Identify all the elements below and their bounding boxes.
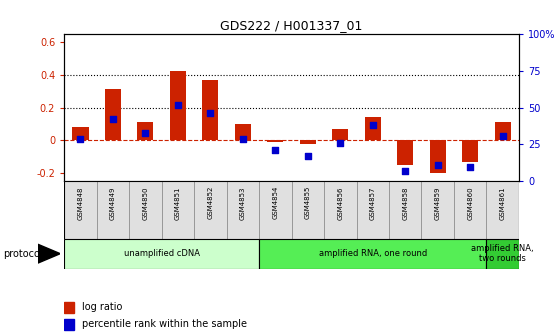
Point	[174, 102, 182, 107]
Bar	[235, 124, 251, 140]
Bar	[194, 181, 227, 239]
Bar	[430, 140, 446, 173]
Bar	[267, 140, 283, 142]
Text: GSM4859: GSM4859	[435, 186, 441, 219]
Text: percentile rank within the sample: percentile rank within the sample	[81, 319, 247, 329]
Bar	[291, 181, 324, 239]
Point	[76, 136, 85, 141]
Bar	[64, 239, 259, 269]
Text: amplified RNA, one round: amplified RNA, one round	[319, 249, 427, 258]
Bar	[129, 181, 162, 239]
Bar	[64, 319, 74, 330]
Bar	[64, 302, 74, 313]
Bar	[357, 181, 389, 239]
Bar	[324, 181, 357, 239]
Point	[141, 130, 150, 135]
Polygon shape	[38, 244, 60, 263]
Text: GSM4852: GSM4852	[208, 186, 213, 219]
Point	[466, 164, 475, 169]
Text: GSM4860: GSM4860	[467, 186, 473, 220]
Bar	[64, 181, 97, 239]
Point	[401, 168, 410, 174]
Bar	[421, 181, 454, 239]
Title: GDS222 / H001337_01: GDS222 / H001337_01	[220, 19, 363, 33]
Text: log ratio: log ratio	[81, 302, 122, 312]
Text: GSM4857: GSM4857	[370, 186, 376, 219]
Text: unamplified cDNA: unamplified cDNA	[124, 249, 200, 258]
Bar	[170, 71, 186, 140]
Text: amplified RNA,
two rounds: amplified RNA, two rounds	[472, 244, 534, 263]
Bar	[364, 117, 381, 140]
Point	[368, 123, 377, 128]
Bar	[73, 127, 89, 140]
Bar	[259, 181, 291, 239]
Text: GSM4848: GSM4848	[78, 186, 83, 219]
Bar	[259, 239, 487, 269]
Bar	[332, 129, 348, 140]
Text: GSM4854: GSM4854	[272, 186, 278, 219]
Text: GSM4850: GSM4850	[142, 186, 148, 219]
Point	[238, 136, 247, 141]
Text: GSM4853: GSM4853	[240, 186, 246, 219]
Bar	[462, 140, 478, 162]
Text: GSM4856: GSM4856	[337, 186, 343, 219]
Point	[498, 133, 507, 138]
Text: GSM4855: GSM4855	[305, 186, 311, 219]
Bar	[487, 181, 519, 239]
Text: GSM4849: GSM4849	[110, 186, 116, 219]
Bar	[487, 239, 519, 269]
Bar	[162, 181, 194, 239]
Bar	[389, 181, 421, 239]
Bar	[454, 181, 487, 239]
Bar	[300, 140, 316, 144]
Bar	[137, 122, 153, 140]
Point	[206, 111, 215, 116]
Text: protocol: protocol	[3, 249, 42, 259]
Point	[433, 163, 442, 168]
Text: GSM4851: GSM4851	[175, 186, 181, 219]
Point	[271, 148, 280, 153]
Point	[336, 140, 345, 146]
Text: GSM4858: GSM4858	[402, 186, 408, 219]
Bar	[105, 89, 121, 140]
Text: GSM4861: GSM4861	[500, 186, 506, 220]
Bar	[227, 181, 259, 239]
Point	[304, 154, 312, 159]
Bar	[202, 80, 219, 140]
Bar	[397, 140, 413, 165]
Point	[108, 117, 117, 122]
Bar	[97, 181, 129, 239]
Bar	[494, 122, 511, 140]
